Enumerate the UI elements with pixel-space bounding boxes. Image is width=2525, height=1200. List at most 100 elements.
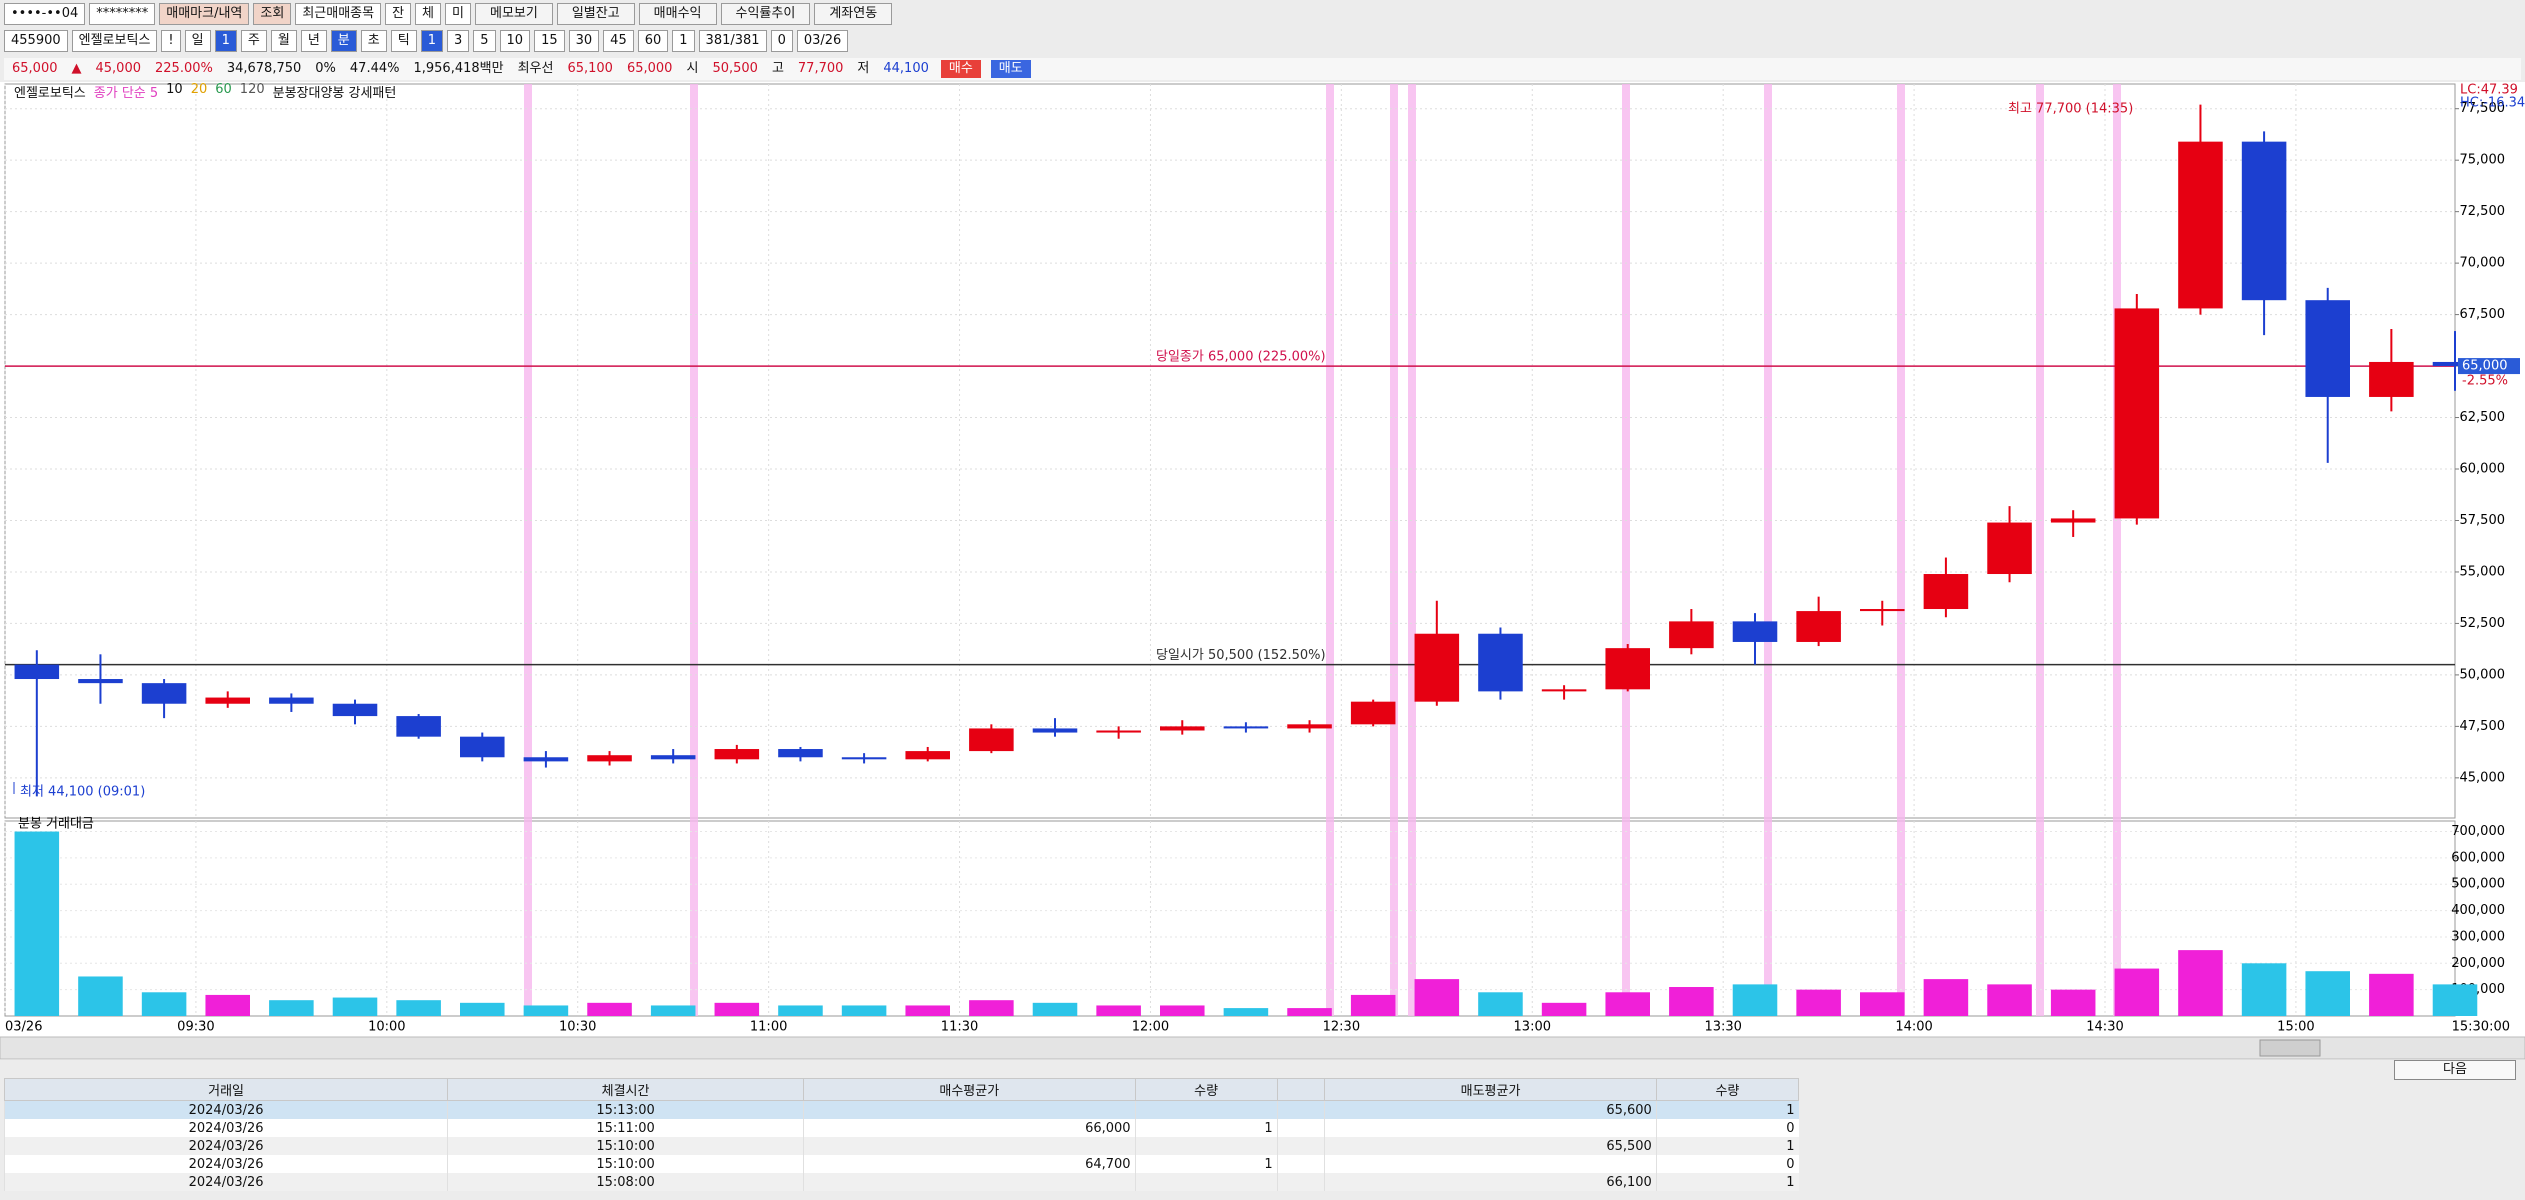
toolbar-button[interactable]: 0 [770,30,793,52]
table-cell [1134,1100,1278,1119]
y-tick-label: 300,000 [2451,929,2505,944]
toolbar-button: 고 [771,61,784,76]
volume-bar [1096,1005,1141,1016]
table-cell [1276,1173,1325,1191]
toolbar-button[interactable]: 조회 [253,3,292,25]
toolbar-button[interactable]: 일 [184,30,211,52]
toolbar-button[interactable]: 초 [360,30,387,52]
chart-legend: 엔젤로보틱스 종가 단순 5 10 20 60 120 분봉장대양봉 강세패턴 [14,82,396,101]
candle-body [2369,361,2414,397]
candle-body [587,755,632,762]
toolbar-button[interactable]: 455900 [4,30,68,52]
toolbar-row: ••••-••04 ******** 매매마크/내역 조회 최근매매종목 잔 체 미 메모보기 일… [4,2,893,26]
candle-body [1032,728,1078,733]
toolbar-button[interactable]: 수익률추이 [720,3,811,25]
toolbar-button[interactable]: 1 [214,30,237,52]
toolbar-button[interactable]: ! [161,30,181,52]
candle-body [2178,141,2223,309]
table-row[interactable]: 2024/03/26 15:11:00 66,000 1 0 [3,1119,1799,1137]
toolbar-button[interactable]: 잔 [385,3,412,25]
candle-body [2114,308,2160,519]
highlight-band [690,84,698,1016]
table-cell: 15:08:00 [447,1173,804,1191]
toolbar-button[interactable]: 엔젤로보틱스 [71,30,158,52]
toolbar-button[interactable]: 15 [534,30,565,52]
volume-bar [14,831,60,1016]
volume-bar [332,997,378,1016]
candle-body [2432,361,2478,367]
y-tick-label: 52,500 [2460,616,2506,631]
candle-body [1160,726,1205,731]
y-tick-label: 62,500 [2460,410,2506,425]
next-button[interactable]: 다음 [2394,1060,2516,1080]
toolbar-button[interactable]: 1 [420,30,443,52]
column-header: 수량 [1655,1078,1800,1101]
toolbar-button[interactable]: 1 [672,30,695,52]
candle-body [1350,701,1396,725]
volume-bar [78,976,123,1016]
trade-table: 거래일 체결시간 매수평균가 수량 매도평균가 수량 2024/03/26 15:13:00 6… [3,1078,1800,1191]
toolbar-button[interactable]: 메모보기 [474,3,553,25]
volume-bar [460,1002,505,1016]
table-cell: 1 [1655,1100,1799,1119]
table-cell: 1 [1134,1155,1278,1173]
highlight-band [1390,84,1398,1016]
table-row[interactable]: 2024/03/26 15:08:00 66,100 1 [3,1173,1799,1191]
volume-bar [141,992,187,1016]
table-cell [1276,1119,1325,1137]
toolbar-button[interactable]: 10 [499,30,531,52]
volume-bar [2369,973,2414,1016]
toolbar-button[interactable]: 5 [473,30,496,52]
toolbar-button[interactable]: ******** [89,3,156,25]
legend-entry: 10 [166,82,183,97]
y-tick-label: 70,000 [2460,256,2506,271]
toolbar-button[interactable]: 최근매매종목 [295,3,382,25]
toolbar-button[interactable]: 매매수익 [638,3,717,25]
toolbar-button[interactable]: 체 [415,3,442,25]
toolbar-button[interactable]: 년 [300,30,327,52]
x-tick-label: 10:00 [368,1020,405,1035]
toolbar-button[interactable]: 3 [446,30,470,52]
toolbar-button[interactable]: 60 [637,30,669,52]
candle-body [141,683,187,704]
table-cell [1276,1137,1325,1155]
highlight-band [1326,84,1334,1016]
toolbar-button[interactable]: 주 [240,30,267,52]
candle-body [14,664,60,680]
column-header: 매도평균가 [1324,1078,1657,1101]
toolbar-button[interactable]: 월 [270,30,297,52]
volume-bar [1287,1008,1332,1016]
toolbar-button: ▲ [71,61,82,76]
toolbar-button[interactable]: 45 [603,30,634,52]
toolbar-button[interactable]: ••••-••04 [4,3,86,25]
volume-bar [2114,968,2160,1016]
table-cell: 64,700 [802,1155,1136,1173]
candle-body [1541,689,1587,692]
toolbar-button[interactable]: 계좌연동 [814,3,893,25]
toolbar-button[interactable]: 381/381 [698,30,767,52]
table-row[interactable]: 2024/03/26 15:10:00 64,700 1 0 [3,1155,1799,1173]
table-cell [1276,1100,1325,1119]
toolbar-button: 시 [686,61,699,76]
toolbar-button[interactable]: 일별잔고 [556,3,635,25]
column-header: 매수평균가 [802,1078,1136,1101]
candle-body [2305,300,2350,397]
toolbar-button[interactable]: 03/26 [796,30,849,52]
toolbar-button[interactable]: 30 [568,30,600,52]
table-cell: 66,000 [802,1119,1136,1137]
table-row[interactable]: 2024/03/26 15:10:00 65,500 1 [3,1137,1799,1155]
toolbar-button[interactable]: 분 [330,30,357,52]
toolbar-button[interactable]: 틱 [390,30,417,52]
table-cell: 0 [1655,1155,1799,1173]
toolbar-button[interactable]: 미 [445,3,471,25]
volume-bar [1350,994,1396,1016]
column-header: 수량 [1134,1078,1278,1101]
volume-bar [841,1005,887,1016]
table-row[interactable]: 2024/03/26 15:13:00 65,600 1 [3,1100,1799,1119]
toolbar-button: 65,100 [567,61,613,76]
y-tick-label: 200,000 [2451,956,2505,971]
candle-body [205,697,250,704]
highlight-band [1622,84,1630,1016]
toolbar-button[interactable]: 매매마크/내역 [159,3,250,25]
volume-bar [2050,989,2096,1016]
